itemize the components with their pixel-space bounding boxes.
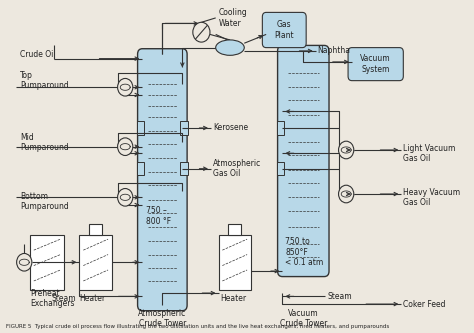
Text: Heater: Heater — [220, 294, 246, 303]
Circle shape — [338, 141, 354, 159]
FancyBboxPatch shape — [262, 12, 306, 48]
Text: Mid
Pumparound: Mid Pumparound — [20, 133, 69, 152]
Text: Heavy Vacuum
Gas Oil: Heavy Vacuum Gas Oil — [403, 187, 460, 207]
Bar — [137, 162, 144, 175]
Circle shape — [193, 22, 210, 42]
Ellipse shape — [216, 40, 244, 55]
Bar — [277, 121, 284, 135]
Text: Kerosene: Kerosene — [213, 124, 248, 133]
Text: Vacuum
Crude Tower: Vacuum Crude Tower — [280, 309, 327, 328]
Text: Naphtha: Naphtha — [318, 46, 351, 55]
Circle shape — [118, 188, 133, 206]
Text: Cooling
Water: Cooling Water — [219, 8, 247, 28]
Bar — [181, 162, 188, 175]
FancyBboxPatch shape — [348, 48, 403, 81]
Text: Coker Feed: Coker Feed — [403, 300, 446, 309]
Text: Atmospheric
Gas Oil: Atmospheric Gas Oil — [213, 159, 261, 178]
Text: Steam: Steam — [51, 294, 76, 303]
Text: Vacuum
System: Vacuum System — [360, 54, 391, 74]
Text: Steam: Steam — [327, 292, 352, 301]
Text: Preheat
Exchangers: Preheat Exchangers — [30, 289, 74, 308]
Bar — [80, 235, 112, 290]
Bar — [277, 162, 284, 175]
Text: Light Vacuum
Gas Oil: Light Vacuum Gas Oil — [403, 144, 456, 163]
Text: Atmospheric
Crude Tower: Atmospheric Crude Tower — [138, 309, 186, 328]
Text: Heater: Heater — [80, 294, 106, 303]
Text: Bottom
Pumparound: Bottom Pumparound — [20, 192, 69, 211]
Bar — [219, 235, 251, 290]
Text: Gas
Plant: Gas Plant — [274, 20, 294, 40]
Bar — [89, 224, 102, 235]
Circle shape — [338, 185, 354, 203]
Text: FIGURE 5  Typical crude oil process flow illustrating the two distillation units: FIGURE 5 Typical crude oil process flow … — [6, 324, 390, 329]
Text: 750 –
800 °F: 750 – 800 °F — [146, 206, 171, 226]
FancyBboxPatch shape — [137, 49, 187, 311]
Text: Top
Pumparound: Top Pumparound — [20, 71, 69, 90]
Text: 750 to
850°F
< 0.1 atm: 750 to 850°F < 0.1 atm — [285, 237, 323, 267]
FancyBboxPatch shape — [278, 45, 329, 277]
Circle shape — [17, 253, 32, 271]
Bar — [181, 121, 188, 135]
Circle shape — [118, 79, 133, 96]
Circle shape — [118, 138, 133, 156]
Bar — [228, 224, 241, 235]
Bar — [137, 121, 144, 135]
Bar — [30, 235, 64, 290]
Text: Crude Oil: Crude Oil — [20, 50, 56, 59]
